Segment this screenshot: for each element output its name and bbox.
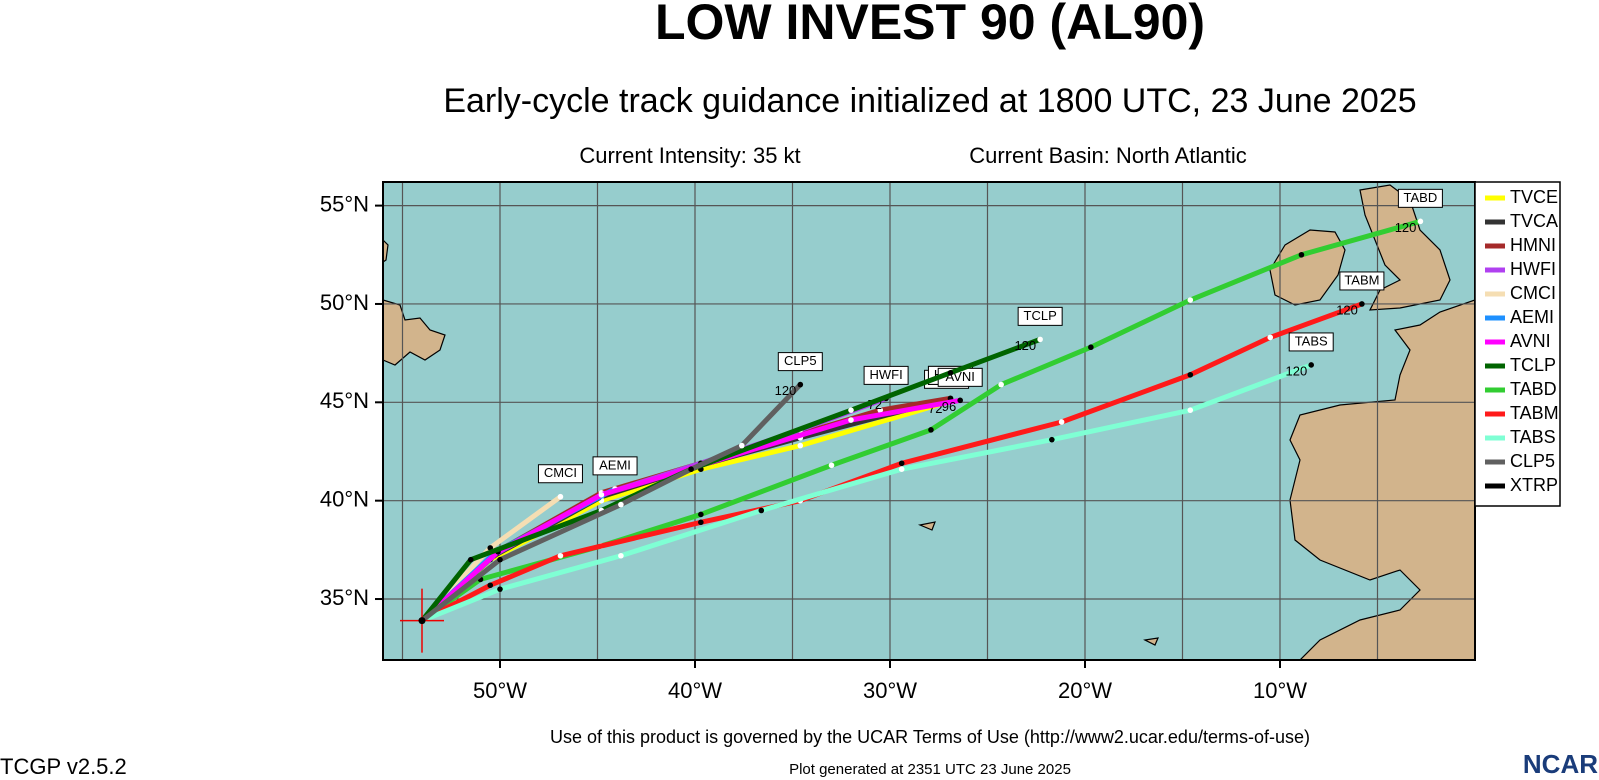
legend-label: TVCA — [1510, 211, 1558, 231]
subtitle: Early-cycle track guidance initialized a… — [443, 82, 1416, 120]
hour-label: 120 — [1285, 363, 1307, 378]
track-point — [758, 507, 765, 514]
track-point — [1187, 371, 1194, 378]
track-point — [1417, 218, 1424, 225]
track-point — [1308, 362, 1314, 368]
track-label: TABM — [1344, 272, 1379, 287]
track-point — [1298, 251, 1305, 258]
track-point — [1359, 301, 1365, 307]
legend-label: XTRP — [1510, 475, 1558, 495]
track-point — [557, 552, 564, 559]
legend-label: TABS — [1510, 427, 1556, 447]
track — [419, 362, 1314, 624]
track — [419, 382, 803, 624]
track-label-box — [777, 352, 823, 372]
land — [383, 184, 1475, 660]
y-tick-label: 45°N — [320, 388, 369, 413]
track-point — [618, 501, 624, 508]
track-point — [497, 586, 503, 592]
track-point — [1049, 436, 1055, 443]
x-tick-label: 50°W — [473, 678, 527, 703]
hour-label: 120 — [1336, 302, 1358, 317]
track-point — [739, 442, 745, 449]
x-tick-label: 40°W — [668, 678, 722, 703]
hour-label: 120 — [1395, 220, 1417, 235]
hour-label: 120 — [775, 383, 797, 398]
track-point — [877, 407, 884, 413]
legend-label: HWFI — [1510, 259, 1556, 279]
track-point — [1187, 407, 1194, 413]
x-tick-label: 10°W — [1253, 678, 1307, 703]
track-label-box — [1288, 332, 1334, 352]
track-point — [1267, 334, 1274, 341]
track-label: CMCI — [544, 465, 577, 480]
track-point — [928, 427, 934, 433]
track-point — [698, 519, 704, 526]
legend-label: CMCI — [1510, 283, 1556, 303]
legend-label: TABD — [1510, 379, 1557, 399]
version: TCGP v2.5.2 — [0, 754, 127, 779]
legend-label: TABM — [1510, 403, 1559, 423]
current-position — [418, 617, 426, 625]
y-tick-label: 40°N — [320, 486, 369, 511]
track-label-box — [1397, 188, 1443, 208]
legend-label: TCLP — [1510, 355, 1556, 375]
track-point — [848, 417, 854, 423]
track-point — [467, 556, 474, 563]
track-point — [797, 442, 804, 449]
x-tick-label: 30°W — [863, 678, 917, 703]
y-tick-label: 50°N — [320, 290, 369, 315]
track-point — [688, 466, 694, 472]
track-point — [898, 460, 905, 467]
track-label-box — [1017, 306, 1063, 326]
track-label: CLP5 — [784, 353, 817, 368]
track — [419, 397, 963, 624]
track-point — [1058, 419, 1065, 425]
y-tick-label: 35°N — [320, 585, 369, 610]
track-point — [618, 552, 624, 559]
track-point — [957, 397, 963, 404]
track-point — [848, 407, 854, 413]
x-tick-label: 20°W — [1058, 678, 1112, 703]
track-point — [1088, 344, 1094, 351]
track-label-box — [592, 456, 638, 476]
generated: Plot generated at 2351 UTC 23 June 2025 — [789, 761, 1071, 778]
track-point — [998, 381, 1004, 388]
hour-label: 96 — [942, 399, 956, 414]
track-label: AEMI — [599, 457, 631, 472]
track-point — [598, 491, 605, 498]
hour-label: 120 — [1014, 338, 1036, 353]
track-point — [1187, 297, 1194, 303]
track-label: TCLP — [1024, 308, 1057, 323]
legend-label: TVCE — [1510, 187, 1558, 207]
track-point — [947, 370, 954, 376]
track-label: TABS — [1295, 333, 1328, 348]
terms: Use of this product is governed by the U… — [550, 727, 1310, 747]
y-tick-label: 55°N — [320, 191, 369, 216]
basin: Current Basin: North Atlantic — [969, 143, 1247, 168]
track-point — [698, 511, 704, 518]
track-point — [557, 493, 564, 500]
track-label: TABD — [1404, 190, 1438, 205]
track-point — [487, 582, 494, 589]
title: LOW INVEST 90 (AL90) — [655, 0, 1205, 50]
legend-label: CLP5 — [1510, 451, 1555, 471]
track-label-box — [1339, 271, 1385, 291]
track-point — [497, 556, 503, 563]
track-label-box — [537, 464, 583, 484]
track-point — [797, 381, 804, 388]
legend-label: HMNI — [1510, 235, 1556, 255]
track-point — [828, 462, 835, 469]
track-point — [898, 466, 905, 472]
intensity: Current Intensity: 35 kt — [579, 143, 800, 168]
logo: NCAR — [1523, 749, 1598, 779]
legend-label: AEMI — [1510, 307, 1554, 327]
track-label-box — [863, 365, 909, 385]
track-point — [1037, 336, 1043, 343]
track-label: HWFI — [869, 367, 902, 382]
legend-label: AVNI — [1510, 331, 1551, 351]
